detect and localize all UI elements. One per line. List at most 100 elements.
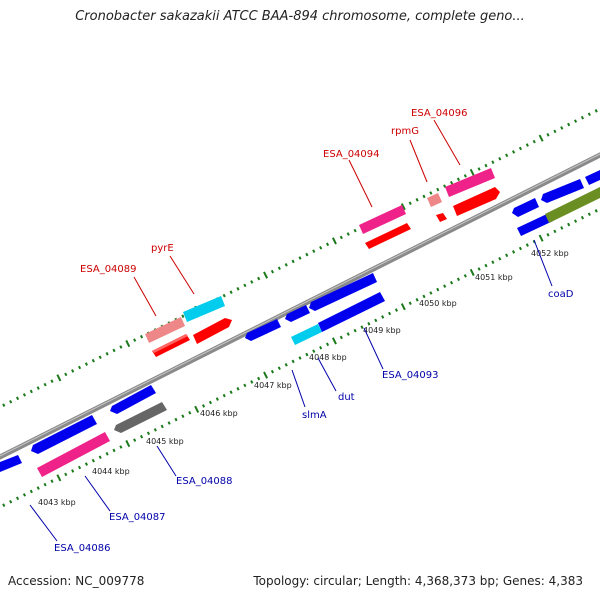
gene-block[interactable] [145, 317, 185, 343]
minor-tick [270, 369, 275, 374]
top-gene-row-2 [145, 168, 495, 343]
minor-tick [360, 325, 364, 329]
minor-tick [367, 321, 371, 326]
gene-block[interactable] [512, 198, 539, 217]
minor-tick [567, 222, 571, 227]
minor-tick [594, 209, 598, 213]
minor-tick [236, 287, 240, 291]
gene-label[interactable]: ESA_04096 [411, 108, 468, 119]
gene-block[interactable] [31, 415, 97, 454]
gene-label[interactable]: ESA_04089 [80, 264, 137, 275]
minor-tick [243, 283, 247, 288]
major-tick [56, 374, 62, 382]
minor-tick [181, 414, 185, 418]
minor-tick [119, 445, 123, 449]
kbp-label-group: 4043 kbp 4044 kbp 4045 kbp 4046 kbp 4047 kbp… [38, 249, 569, 507]
bottom-gene-row-1 [0, 170, 600, 472]
gene-label[interactable]: ESA_04087 [109, 512, 166, 523]
gene-block[interactable] [37, 432, 110, 477]
gene-label[interactable]: dut [338, 392, 355, 403]
gene-block[interactable] [285, 305, 310, 322]
minor-tick [98, 355, 102, 360]
minor-tick [346, 232, 350, 236]
gene-block[interactable] [245, 319, 281, 341]
major-tick [538, 234, 544, 242]
gene-block[interactable] [193, 318, 232, 344]
major-tick [331, 237, 337, 245]
minor-tick [339, 335, 343, 340]
gene-label[interactable]: ESA_04088 [176, 476, 233, 487]
summary-text: Topology: circular; Length: 4,368,373 bp… [253, 574, 583, 588]
minor-tick [43, 482, 47, 487]
minor-tick [422, 194, 426, 199]
gene-label[interactable]: coaD [548, 289, 574, 300]
minor-tick [594, 109, 598, 113]
gene-block[interactable] [183, 296, 225, 322]
minor-tick [580, 115, 585, 120]
minor-tick [291, 359, 295, 364]
gene-block[interactable] [110, 385, 156, 414]
minor-tick [560, 226, 564, 230]
major-tick [469, 168, 475, 177]
minor-tick [463, 174, 467, 178]
minor-tick [573, 219, 578, 223]
gene-labels-top: ESA_04089 pyrE ESA_04094 rpmG ESA_04096 [80, 108, 468, 275]
gene-block[interactable] [152, 334, 188, 353]
gene-block[interactable] [453, 187, 500, 216]
gene-block[interactable] [585, 170, 600, 185]
gene-label[interactable]: ESA_04093 [382, 370, 439, 381]
minor-tick [222, 293, 226, 298]
minor-tick [477, 267, 481, 271]
minor-tick [580, 215, 585, 220]
major-tick [538, 134, 544, 142]
kbp-label: 4049 kbp [363, 326, 401, 335]
tick-track-outer [2, 109, 598, 407]
minor-tick [305, 352, 309, 357]
gene-block[interactable] [436, 213, 447, 222]
minor-tick [174, 417, 178, 422]
gene-block[interactable] [445, 168, 495, 197]
minor-tick [112, 448, 116, 453]
minor-tick [98, 455, 102, 460]
minor-tick [422, 294, 426, 299]
gene-label[interactable]: pyrE [151, 243, 174, 254]
gene-block[interactable] [359, 205, 406, 234]
minor-tick [50, 379, 54, 383]
minor-tick [408, 301, 412, 306]
minor-tick [22, 393, 27, 397]
gene-label[interactable]: slmA [302, 410, 327, 421]
bottom-gene-row-2 [37, 187, 600, 477]
minor-tick [456, 277, 461, 282]
gene-block[interactable] [545, 187, 600, 223]
gene-block[interactable] [427, 193, 442, 207]
minor-tick [553, 129, 557, 134]
major-tick [125, 439, 131, 448]
gene-label[interactable]: rpmG [391, 126, 419, 137]
minor-tick [84, 362, 89, 366]
minor-tick [553, 229, 557, 234]
gene-block[interactable] [517, 213, 553, 236]
gene-block[interactable] [114, 402, 167, 433]
minor-tick [146, 431, 151, 436]
gene-block[interactable] [365, 223, 411, 249]
minor-tick [291, 259, 295, 264]
minor-tick [91, 358, 95, 363]
gene-block[interactable] [309, 273, 377, 311]
minor-tick [43, 382, 47, 387]
minor-tick [229, 290, 233, 295]
gene-block[interactable] [0, 455, 22, 472]
minor-tick [546, 133, 550, 137]
minor-tick [257, 276, 261, 281]
minor-tick [243, 383, 247, 388]
gene-label[interactable]: ESA_04094 [323, 149, 380, 160]
gene-block[interactable] [541, 179, 584, 203]
major-tick [56, 474, 62, 482]
minor-tick [298, 356, 302, 360]
minor-tick [443, 284, 447, 288]
minor-tick [491, 260, 495, 264]
gene-label[interactable]: ESA_04086 [54, 543, 111, 554]
gene-block[interactable] [318, 292, 385, 332]
minor-tick [284, 363, 288, 367]
gene-block[interactable] [291, 324, 322, 345]
